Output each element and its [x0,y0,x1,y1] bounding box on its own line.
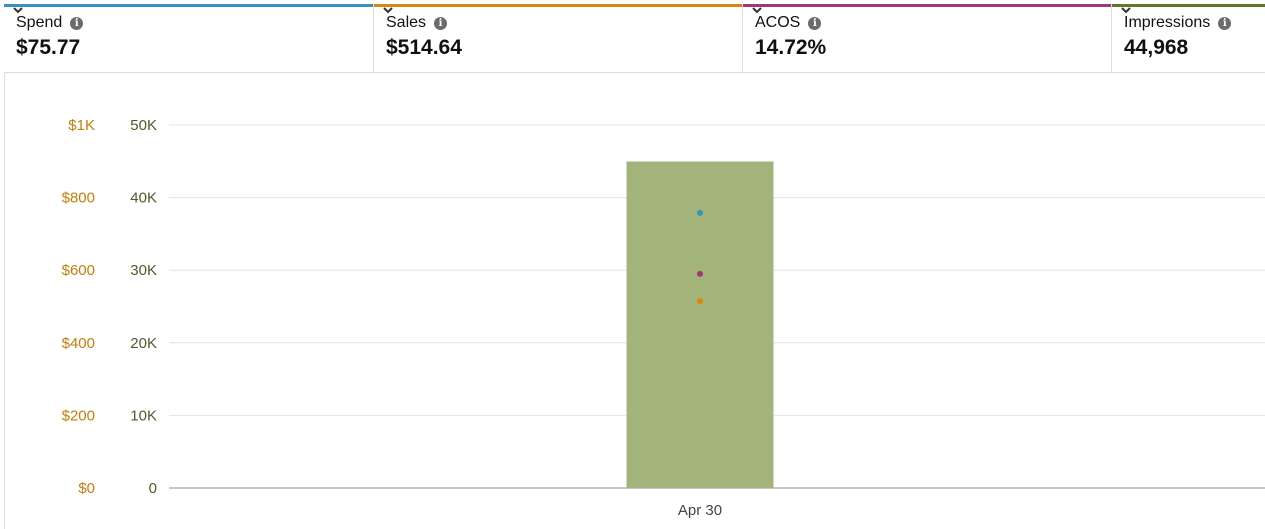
y-left-tick-label: $400 [62,335,95,352]
chevron-down-icon[interactable] [751,4,763,16]
y-right-tick-label: 30K [130,262,157,279]
metric-spend-value: $75.77 [16,36,81,59]
chevron-down-icon[interactable] [382,4,394,16]
metric-sales[interactable]: Sales i $514.64 [373,4,742,72]
metric-acos-color-bar [743,4,1111,7]
chevron-down-icon[interactable] [1120,4,1132,16]
x-tick-label: Apr 30 [678,502,722,519]
metric-acos-label: ACOS [755,14,801,31]
chart-area: $0 0 $200 10K $400 20K $600 30K $800 40K $1K 50K Apr… [4,72,1265,529]
chevron-down-icon[interactable] [12,4,24,16]
metric-acos[interactable]: ACOS i 14.72% [742,4,1111,72]
metric-spend[interactable]: Spend i $75.77 [4,4,373,72]
info-icon[interactable]: i [434,16,448,30]
info-icon[interactable]: i [1218,16,1232,30]
y-left-tick-label: $800 [62,190,95,207]
y-right-tick-label: 20K [130,335,157,352]
y-right-tick-label: 40K [130,190,157,207]
y-left-tick-label: $1K [68,117,95,134]
metric-sales-color-bar [374,4,742,7]
bar [626,161,774,488]
y-right-tick-label: 0 [149,480,157,497]
metric-spend-label: Spend [16,14,63,31]
data-point [697,270,703,277]
y-right-tick-label: 10K [130,407,157,424]
data-point [697,298,703,305]
metric-spend-color-bar [4,4,373,7]
metric-impressions-color-bar [1112,4,1265,7]
info-icon[interactable]: i [70,16,84,30]
metric-sales-label: Sales [386,14,427,31]
metric-impressions[interactable]: Impressions i 44,968 [1111,4,1265,72]
data-point [697,209,703,216]
metrics-bar: Spend i $75.77 Sales i $514.64 ACOS i 14… [4,4,1265,73]
y-left-tick-label: $200 [62,407,95,424]
info-icon[interactable]: i [808,16,822,30]
combo-chart: $0 0 $200 10K $400 20K $600 30K $800 40K $1K 50K Apr… [62,117,1265,519]
y-right-tick-label: 50K [130,117,157,134]
metric-impressions-label: Impressions [1124,14,1211,31]
y-left-tick-label: $600 [62,262,95,279]
metric-impressions-value: 44,968 [1124,36,1189,59]
y-left-tick-label: $0 [78,480,95,497]
metric-acos-value: 14.72% [755,36,827,59]
metric-sales-value: $514.64 [386,36,462,59]
